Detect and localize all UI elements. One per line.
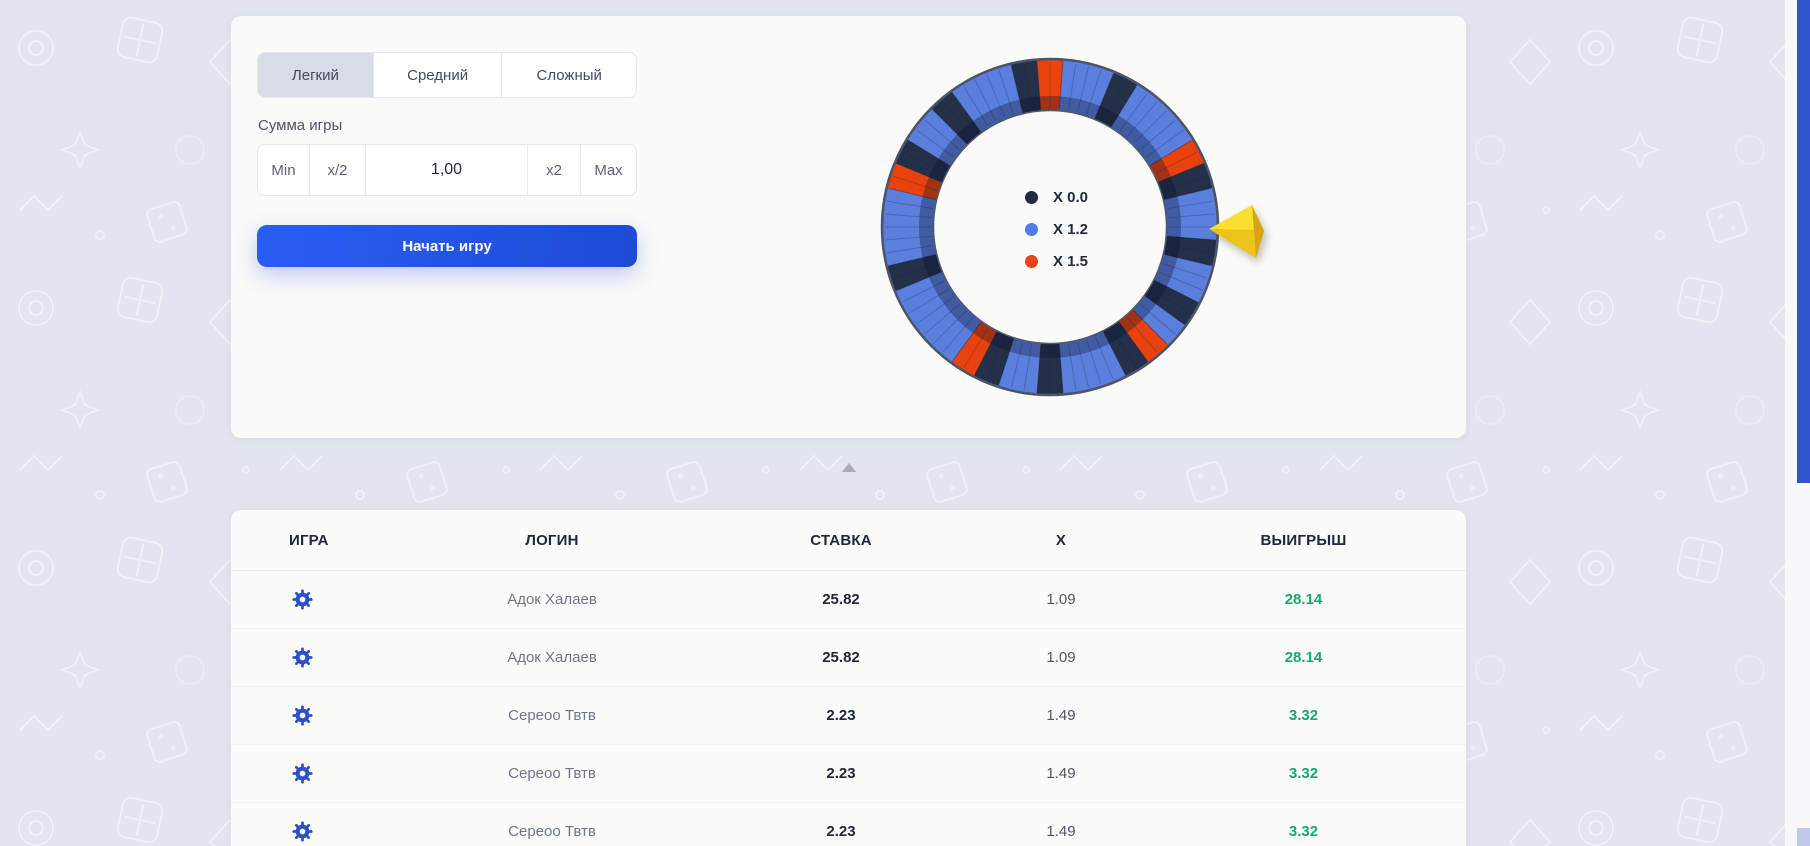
game-gear-icon xyxy=(292,589,313,610)
table-header-row: ИГРА ЛОГИН СТАВКА X ВЫИГРЫШ xyxy=(231,510,1466,571)
login-cell: Сереоо Твтв xyxy=(508,707,596,724)
game-gear-icon xyxy=(292,763,313,784)
login-cell: Сереоо Твтв xyxy=(508,823,596,840)
table-header-cell: ЛОГИН xyxy=(525,531,579,549)
amount-label: Сумма игры xyxy=(258,117,343,134)
multiplier-cell: 1.49 xyxy=(1046,765,1076,782)
collapse-indicator-icon[interactable] xyxy=(842,463,856,472)
amount-controls: Min x/2 1,00 x2 Max xyxy=(257,144,637,196)
login-cell: Сереоо Твтв xyxy=(508,765,596,782)
multiplier-cell: 1.49 xyxy=(1046,823,1076,840)
legend-item: X 1.5 xyxy=(1025,252,1089,270)
bet-cell: 25.82 xyxy=(822,591,860,608)
bet-cell: 2.23 xyxy=(826,823,856,840)
game-cell xyxy=(231,646,403,669)
table-body: Адок Халаев 25.82 1.09 28.14 Адок Халаев 25.8… xyxy=(231,571,1466,846)
bet-cell: 2.23 xyxy=(826,765,856,782)
game-cell xyxy=(231,820,403,843)
bet-cell: 25.82 xyxy=(822,649,860,666)
win-cell: 28.14 xyxy=(1284,591,1323,608)
double-button[interactable]: x2 xyxy=(527,145,580,195)
wheel-legend: X 0.0 X 1.2 X 1.5 xyxy=(1025,188,1089,286)
game-gear-icon xyxy=(292,705,313,726)
history-table: ИГРА ЛОГИН СТАВКА X ВЫИГРЫШ Адок Халаев 25.82… xyxy=(231,510,1466,846)
legend-label: X 1.2 xyxy=(1053,220,1089,238)
legend-item: X 0.0 xyxy=(1025,188,1089,206)
legend-dot-icon xyxy=(1025,222,1038,236)
game-gear-icon xyxy=(292,821,313,842)
bet-amount-input[interactable]: 1,00 xyxy=(365,145,527,195)
table-row: Адок Халаев 25.82 1.09 28.14 xyxy=(231,571,1466,629)
table-header-cell: СТАВКА xyxy=(810,531,872,549)
table-row: Сереоо Твтв 2.23 1.49 3.32 xyxy=(231,687,1466,745)
game-gear-icon xyxy=(292,647,313,668)
legend-dot-icon xyxy=(1025,190,1038,204)
difficulty-tab[interactable]: Легкий xyxy=(258,53,373,97)
legend-label: X 1.5 xyxy=(1053,252,1089,270)
login-cell: Адок Халаев xyxy=(507,591,597,608)
multiplier-cell: 1.09 xyxy=(1046,591,1076,608)
legend-dot-icon xyxy=(1025,254,1038,268)
table-header-cell: ВЫИГРЫШ xyxy=(1260,531,1347,549)
game-cell xyxy=(231,588,403,611)
difficulty-tab[interactable]: Средний xyxy=(372,53,502,97)
game-cell xyxy=(231,762,403,785)
start-game-button[interactable]: Начать игру xyxy=(257,225,637,267)
table-row: Сереоо Твтв 2.23 1.49 3.32 xyxy=(231,803,1466,846)
scrollbar-thumb[interactable] xyxy=(1797,0,1810,483)
difficulty-tab[interactable]: Сложный xyxy=(501,53,636,97)
table-row: Сереоо Твтв 2.23 1.49 3.32 xyxy=(231,745,1466,803)
game-panel: Легкий Средний Сложный Сумма игры Min x/2 … xyxy=(231,16,1466,438)
win-cell: 3.32 xyxy=(1288,707,1319,724)
multiplier-cell: 1.49 xyxy=(1046,707,1076,724)
max-button[interactable]: Max xyxy=(580,145,636,195)
login-cell: Адок Халаев xyxy=(507,649,597,666)
win-cell: 3.32 xyxy=(1288,823,1319,840)
win-cell: 3.32 xyxy=(1288,765,1319,782)
min-button[interactable]: Min xyxy=(271,161,296,179)
half-button[interactable]: x/2 xyxy=(309,145,365,195)
legend-item: X 1.2 xyxy=(1025,220,1089,238)
table-header-cell: ИГРА xyxy=(289,531,329,549)
wheel-pointer-icon xyxy=(1209,205,1264,258)
scrollbar-bottom-arrow[interactable] xyxy=(1797,828,1810,846)
game-cell xyxy=(231,704,403,727)
fortune-wheel xyxy=(880,57,1264,397)
difficulty-tabs: Легкий Средний Сложный xyxy=(257,52,637,98)
bet-cell: 2.23 xyxy=(826,707,856,724)
table-row: Адок Халаев 25.82 1.09 28.14 xyxy=(231,629,1466,687)
legend-label: X 0.0 xyxy=(1053,188,1089,206)
win-cell: 28.14 xyxy=(1284,649,1323,666)
scrollbar-track[interactable] xyxy=(1785,0,1810,846)
multiplier-cell: 1.09 xyxy=(1046,649,1076,666)
table-header-cell: X xyxy=(1055,531,1067,549)
